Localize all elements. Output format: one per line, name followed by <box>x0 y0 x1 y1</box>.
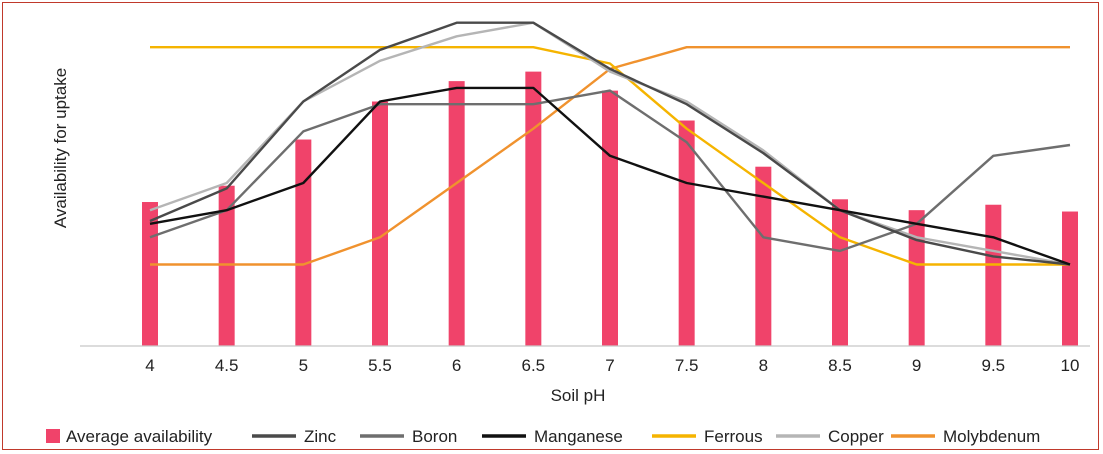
x-tick-label: 6 <box>452 356 461 375</box>
line-ferrous <box>150 46 1070 266</box>
legend-label-manganese: Manganese <box>534 427 623 446</box>
bar-average-availability-1 <box>218 185 235 346</box>
bar-average-availability-7 <box>678 120 695 347</box>
bar-average-availability-4 <box>448 81 465 346</box>
bar-average-availability-0 <box>142 202 158 346</box>
x-tick-label: 9.5 <box>982 356 1006 375</box>
x-tick-label: 4 <box>145 356 154 375</box>
legend-label-copper: Copper <box>828 427 884 446</box>
legend-label-zinc: Zinc <box>304 427 337 446</box>
x-axis-title: Soil pH <box>551 386 606 405</box>
x-tick-label: 9 <box>912 356 921 375</box>
bar-average-availability-8 <box>755 166 772 346</box>
bar-average-availability-11 <box>985 204 1002 346</box>
x-tick-label: 6.5 <box>522 356 546 375</box>
x-tick-labels: 4 4.5 5 5.5 6 6.5 7 7.5 8 8.5 9 9.5 10 <box>145 356 1079 375</box>
x-tick-label: 7.5 <box>675 356 699 375</box>
legend-label-ferrous: Ferrous <box>704 427 763 446</box>
legend-label-average-availability: Average availability <box>66 427 213 446</box>
x-tick-label: 5.5 <box>368 356 392 375</box>
bar-average-availability-3 <box>372 101 388 346</box>
x-tick-label: 8.5 <box>828 356 852 375</box>
bar-layer <box>142 71 1078 347</box>
x-tick-label: 8 <box>759 356 768 375</box>
x-tick-label: 10 <box>1061 356 1080 375</box>
x-tick-label: 5 <box>299 356 308 375</box>
y-axis-title: Availability for uptake <box>51 68 70 228</box>
bar-average-availability-9 <box>832 199 848 346</box>
x-tick-label: 7 <box>605 356 614 375</box>
legend-label-boron: Boron <box>412 427 457 446</box>
bar-average-availability-12 <box>1062 211 1078 346</box>
legend: Average availability Zinc Boron Manganese Fe… <box>46 427 1040 446</box>
x-tick-label: 4.5 <box>215 356 239 375</box>
bar-average-availability-6 <box>602 90 618 346</box>
line-manganese <box>149 86 1071 266</box>
bar-average-availability-2 <box>295 139 312 346</box>
bar-average-availability-10 <box>908 210 925 346</box>
line-layer <box>149 21 1071 266</box>
bar-average-availability-5 <box>525 71 542 346</box>
legend-label-molybdenum: Molybdenum <box>943 427 1040 446</box>
line-zinc <box>149 21 1071 266</box>
legend-swatch-average-availability <box>46 429 60 443</box>
